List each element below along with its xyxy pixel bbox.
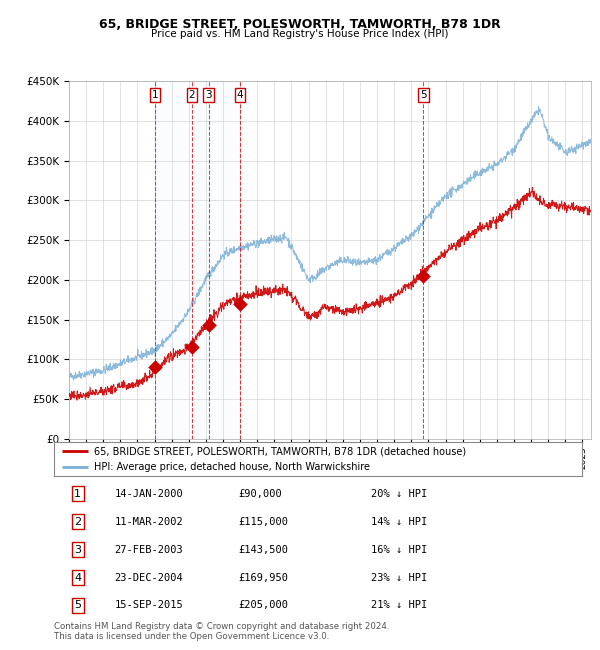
Text: 23-DEC-2004: 23-DEC-2004 (115, 573, 184, 582)
Text: 4: 4 (236, 90, 243, 100)
Text: 2: 2 (74, 517, 82, 526)
Text: 65, BRIDGE STREET, POLESWORTH, TAMWORTH, B78 1DR (detached house): 65, BRIDGE STREET, POLESWORTH, TAMWORTH,… (94, 446, 466, 456)
Point (235, 298, 245, 309)
Text: 27-FEB-2003: 27-FEB-2003 (115, 545, 184, 554)
Text: £205,000: £205,000 (239, 601, 289, 610)
Point (419, 270, 428, 281)
Point (151, 362, 160, 372)
Point (187, 342, 197, 352)
Text: 21% ↓ HPI: 21% ↓ HPI (371, 601, 427, 610)
Text: 11-MAR-2002: 11-MAR-2002 (115, 517, 184, 526)
Point (204, 320, 214, 330)
Text: This data is licensed under the Open Government Licence v3.0.: This data is licensed under the Open Gov… (54, 632, 329, 642)
Text: 14-JAN-2000: 14-JAN-2000 (115, 489, 184, 499)
Text: 1: 1 (74, 489, 81, 499)
Text: 16% ↓ HPI: 16% ↓ HPI (371, 545, 427, 554)
Text: 23% ↓ HPI: 23% ↓ HPI (371, 573, 427, 582)
Text: 3: 3 (205, 90, 212, 100)
Text: £169,950: £169,950 (239, 573, 289, 582)
Text: £90,000: £90,000 (239, 489, 283, 499)
Text: 5: 5 (420, 90, 427, 100)
Bar (155, 81, 240, 439)
Text: 15-SEP-2015: 15-SEP-2015 (115, 601, 184, 610)
Text: Contains HM Land Registry data © Crown copyright and database right 2024.: Contains HM Land Registry data © Crown c… (54, 622, 389, 631)
Text: £115,000: £115,000 (239, 517, 289, 526)
Text: 3: 3 (74, 545, 81, 554)
Text: HPI: Average price, detached house, North Warwickshire: HPI: Average price, detached house, Nort… (94, 462, 370, 473)
Text: Price paid vs. HM Land Registry's House Price Index (HPI): Price paid vs. HM Land Registry's House … (151, 29, 449, 39)
Text: 14% ↓ HPI: 14% ↓ HPI (371, 517, 427, 526)
Text: 20% ↓ HPI: 20% ↓ HPI (371, 489, 427, 499)
Text: 4: 4 (74, 573, 82, 582)
Text: 65, BRIDGE STREET, POLESWORTH, TAMWORTH, B78 1DR: 65, BRIDGE STREET, POLESWORTH, TAMWORTH,… (99, 18, 501, 31)
Text: 1: 1 (152, 90, 158, 100)
Text: 2: 2 (189, 90, 196, 100)
Text: £143,500: £143,500 (239, 545, 289, 554)
Text: 5: 5 (74, 601, 81, 610)
